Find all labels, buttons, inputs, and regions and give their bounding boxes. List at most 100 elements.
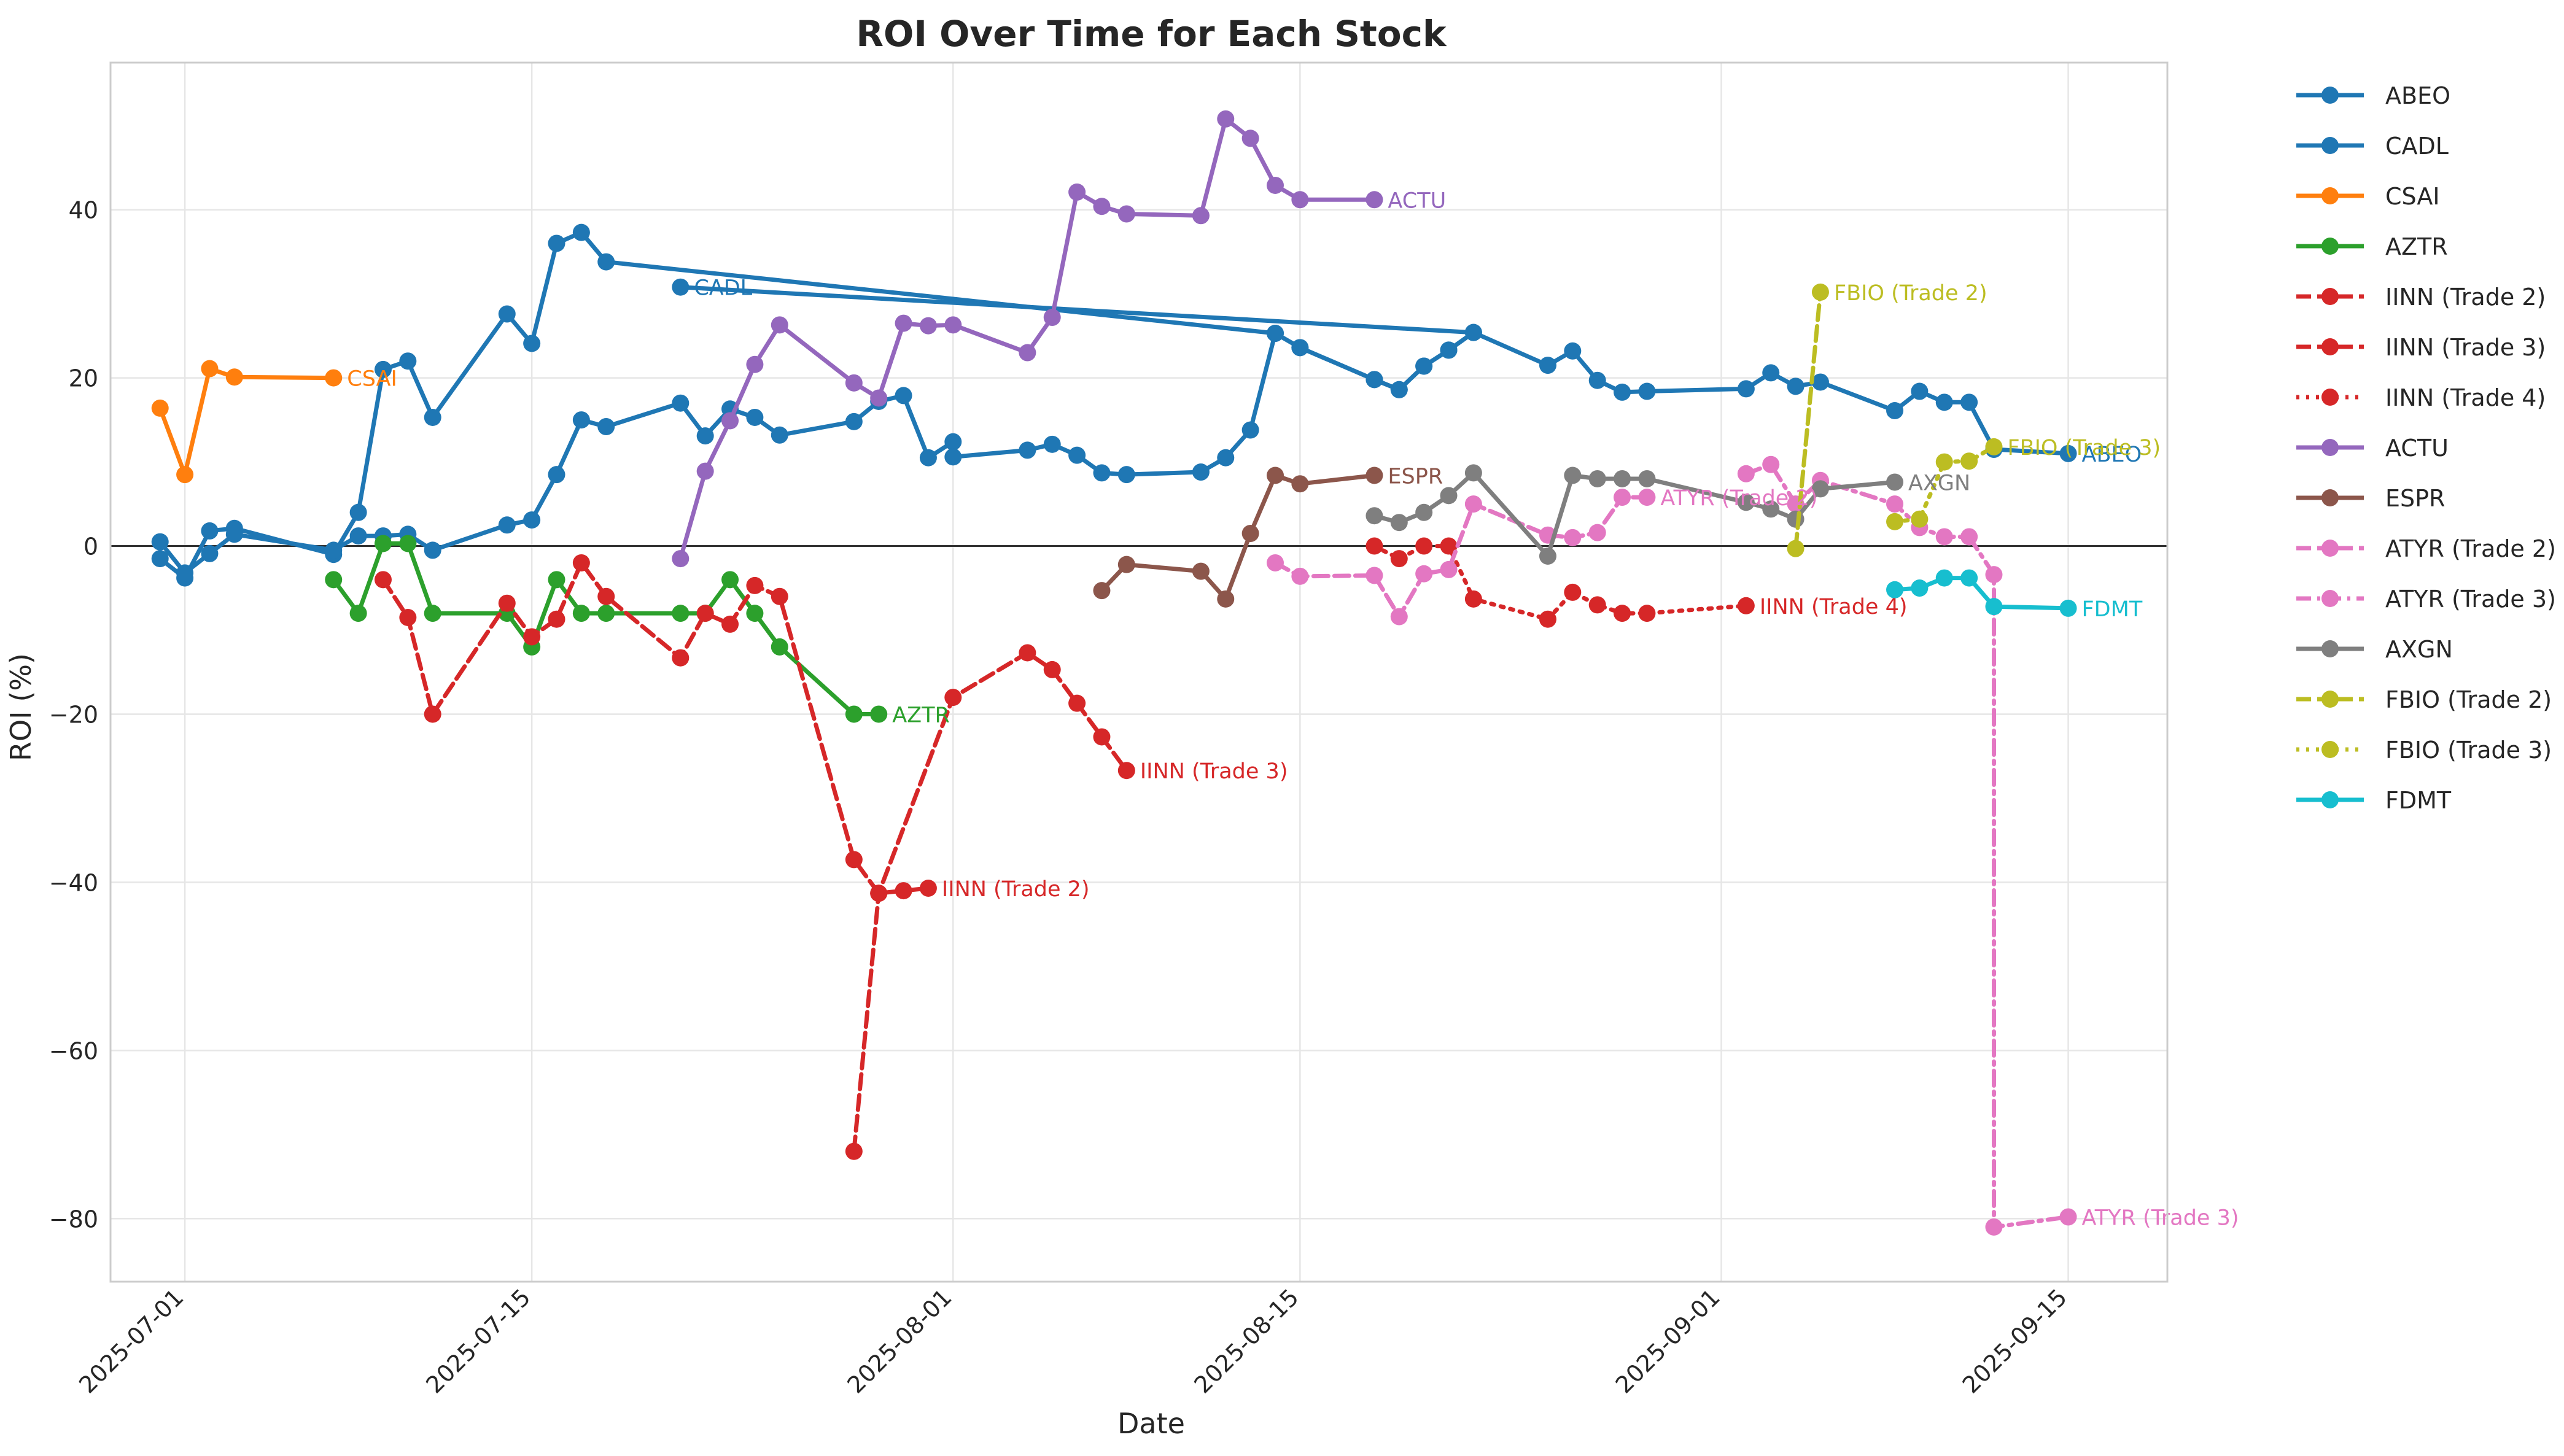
series-end-label: ATYR (Trade 2): [1660, 486, 1817, 511]
series-line: [331, 541, 881, 716]
series-iinn-trade-2: [374, 554, 937, 902]
legend-swatch-marker: [2321, 439, 2339, 456]
legend-item: ATYR (Trade 2): [2296, 535, 2556, 562]
data-point: [1117, 762, 1135, 780]
data-point: [325, 369, 343, 387]
data-point: [1464, 495, 1482, 513]
data-point: [696, 462, 714, 480]
legend-swatch-marker: [2321, 187, 2339, 204]
data-point: [374, 535, 392, 552]
data-point: [424, 541, 441, 559]
x-tick-label: 2025-07-15: [421, 1284, 535, 1398]
legend-item: ACTU: [2296, 435, 2449, 462]
data-point: [672, 550, 690, 568]
data-point: [523, 511, 541, 529]
data-point: [1614, 489, 1631, 506]
legend-item: FBIO (Trade 3): [2296, 737, 2552, 764]
x-tick-label: 2025-09-01: [1610, 1284, 1725, 1398]
data-point: [1960, 452, 1978, 470]
y-tick-label: −40: [49, 869, 98, 896]
data-point: [572, 223, 590, 241]
data-point: [597, 605, 615, 622]
series-end-label: IINN (Trade 4): [1760, 595, 1908, 619]
data-point: [1366, 567, 1383, 584]
data-point: [895, 882, 912, 900]
data-point: [1019, 344, 1036, 362]
data-point: [225, 525, 243, 543]
data-point: [399, 352, 417, 370]
data-point: [1093, 198, 1111, 215]
data-point: [201, 544, 219, 562]
data-point: [944, 316, 962, 334]
data-point: [424, 705, 441, 723]
chart-title: ROI Over Time for Each Stock: [856, 13, 1447, 55]
y-tick-label: −60: [49, 1037, 98, 1064]
data-point: [721, 412, 739, 430]
legend-swatch-marker: [2321, 389, 2339, 406]
data-point: [721, 615, 739, 633]
legend-item: FBIO (Trade 2): [2296, 686, 2552, 713]
data-point: [1241, 525, 1259, 543]
legend-label: ACTU: [2385, 435, 2449, 462]
legend-item: IINN (Trade 2): [2296, 284, 2546, 311]
legend-swatch-marker: [2321, 741, 2339, 758]
data-point: [771, 316, 788, 334]
data-point: [1787, 510, 1805, 528]
data-point: [1415, 503, 1433, 521]
data-point: [1464, 323, 1482, 341]
data-point: [1366, 507, 1383, 525]
data-point: [696, 427, 714, 445]
data-point: [746, 355, 764, 373]
data-point: [597, 253, 615, 271]
data-point: [1043, 660, 1061, 678]
data-point: [597, 587, 615, 605]
series-end-label: IINN (Trade 2): [942, 877, 1090, 902]
series-line: [1744, 462, 2071, 1229]
series-end-label: FDMT: [2082, 597, 2143, 622]
data-point: [597, 418, 615, 436]
data-point: [1291, 567, 1309, 585]
data-point: [1464, 590, 1482, 608]
data-point: [1737, 380, 1755, 398]
data-point: [1886, 495, 1904, 513]
series-cadl: [151, 278, 1482, 582]
legend-swatch-marker: [2321, 288, 2339, 305]
data-point: [1043, 309, 1061, 327]
data-point: [1390, 608, 1408, 625]
series-fbio-trade-3: [1886, 438, 2003, 530]
data-point: [1390, 550, 1408, 568]
data-point: [1068, 183, 1086, 201]
data-point: [1093, 582, 1111, 600]
data-point: [498, 516, 516, 534]
data-point: [399, 535, 417, 552]
data-point: [1737, 597, 1755, 614]
legend-label: AXGN: [2385, 636, 2453, 663]
series-end-label: CADL: [694, 276, 752, 301]
data-point: [2059, 1208, 2077, 1226]
data-point: [1068, 446, 1086, 464]
data-point: [895, 387, 912, 405]
data-point: [325, 571, 343, 589]
legend-swatch-marker: [2321, 590, 2339, 607]
data-point: [1415, 357, 1433, 375]
x-tick-label: 2025-07-01: [74, 1284, 188, 1398]
legend-item: AZTR: [2296, 233, 2448, 260]
data-point: [1787, 378, 1805, 395]
data-point: [845, 1142, 863, 1160]
data-point: [1539, 610, 1556, 628]
data-point: [672, 649, 690, 667]
x-tick-label: 2025-09-15: [1957, 1284, 2072, 1398]
data-point: [1117, 466, 1135, 484]
data-point: [1811, 480, 1829, 498]
legend-swatch-marker: [2321, 691, 2339, 708]
legend-label: FBIO (Trade 2): [2385, 686, 2552, 713]
data-point: [870, 389, 888, 407]
data-point: [1787, 540, 1805, 557]
data-point: [845, 851, 863, 869]
legend-label: IINN (Trade 2): [2385, 284, 2546, 311]
data-point: [919, 317, 937, 335]
plot-frame: [109, 61, 2169, 1283]
data-point: [1638, 470, 1656, 487]
data-point: [2059, 444, 2077, 462]
legend-swatch-marker: [2321, 640, 2339, 657]
